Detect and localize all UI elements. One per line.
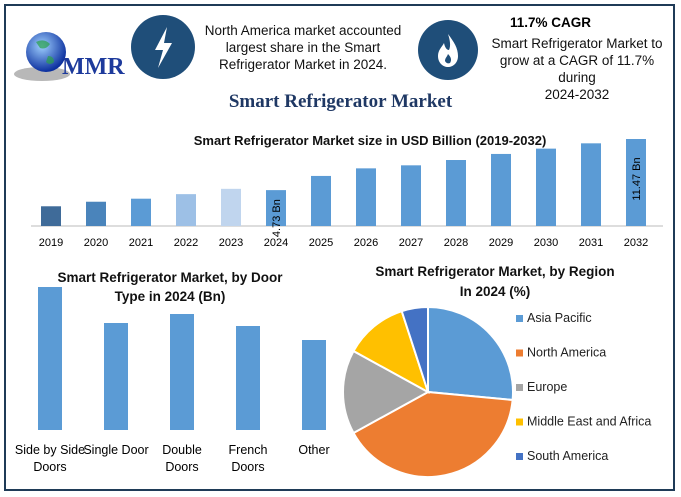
bar-2030: [536, 148, 556, 226]
page-title: Smart Refrigerator Market: [228, 91, 453, 112]
chart-title-market-size: Smart Refrigerator Market size in USD Bi…: [193, 133, 547, 148]
x-tick-label: 2024: [264, 237, 288, 249]
data-label: 11.47 Bn: [631, 157, 643, 200]
x-tick-label: Single Door: [83, 443, 148, 457]
title-line: In 2024 (%): [459, 284, 531, 299]
legend-label: Europe: [527, 380, 567, 394]
x-tick-label: 2023: [219, 237, 243, 249]
x-tick-label: 2026: [354, 237, 378, 249]
legend-swatch: [516, 384, 523, 391]
logo-text: MMR: [62, 54, 125, 80]
legend-label: Asia Pacific: [527, 311, 592, 325]
bar-2028: [446, 160, 466, 226]
bar-2027: [401, 165, 421, 226]
bar-2029: [491, 153, 511, 226]
x-tick-label: Doors: [33, 460, 66, 474]
x-tick-label: 2020: [84, 237, 108, 249]
bar-2031: [581, 143, 601, 226]
x-tick-label: 2021: [129, 237, 153, 249]
title-line: Type in 2024 (Bn): [114, 289, 226, 304]
legend-swatch: [516, 349, 523, 357]
x-tick-label: Other: [298, 443, 329, 457]
legend-swatch: [516, 453, 523, 460]
bar-2020: [86, 201, 106, 226]
x-tick-label: Doors: [231, 460, 264, 474]
bar-double-doors: [170, 314, 194, 430]
title-line: Smart Refrigerator Market, by Door: [57, 270, 283, 285]
door-type-chart: Side by Side Doors Single Door Double Doors F…: [15, 287, 330, 474]
x-tick-label: Double: [162, 443, 202, 457]
x-tick-label: 2027: [399, 237, 423, 249]
x-tick-label: 2022: [174, 237, 198, 249]
legend-swatch: [516, 418, 523, 426]
slice-asia-pacific: [427, 305, 514, 402]
x-tick-label: 2031: [579, 237, 603, 249]
flame-icon: [418, 20, 478, 80]
chart-title-region: Smart Refrigerator Market, by Region In …: [350, 262, 640, 302]
cagr-line: 2024-2032: [544, 87, 610, 102]
note-line: Refrigerator Market in 2024.: [218, 57, 388, 72]
x-tick-label: 2029: [489, 237, 513, 249]
bar-other: [302, 340, 326, 430]
slice-middle-east-and-africa: [352, 309, 430, 395]
bar-2021: [131, 198, 151, 226]
x-tick-label: Doors: [165, 460, 198, 474]
x-tick-label: Side by Side: [15, 443, 85, 457]
lightning-bolt-icon: [131, 15, 195, 79]
slice-south-america: [400, 305, 429, 393]
legend-label: North America: [527, 346, 606, 360]
x-tick-label: French: [229, 443, 268, 457]
bar-2026: [356, 168, 376, 226]
bar-2025: [311, 175, 331, 226]
legend-swatch: [516, 315, 523, 322]
north-america-note: North America market accounted largest s…: [198, 22, 408, 73]
bar-french-doors: [236, 326, 260, 430]
chart-title-door-type: Smart Refrigerator Market, by Door Type …: [20, 268, 320, 306]
cagr-note: Smart Refrigerator Market to grow at a C…: [484, 35, 670, 103]
globe-icon: [14, 32, 70, 81]
x-tick-label: 2030: [534, 237, 558, 249]
note-line: largest share in the Smart: [225, 40, 381, 55]
bar-2032: [626, 139, 646, 226]
legend-label: Middle East and Africa: [527, 415, 651, 429]
bar-2023: [221, 188, 241, 226]
bar-2022: [176, 194, 196, 226]
slice-europe: [342, 349, 431, 435]
note-line: North America market accounted: [204, 23, 402, 38]
bar-side-by-side-doors: [38, 287, 62, 430]
bar-2024: [266, 190, 286, 226]
cagr-line: grow at a CAGR of 11.7% during: [499, 53, 655, 85]
x-tick-label: 2032: [624, 237, 648, 249]
mmr-logo: MMR: [12, 28, 125, 88]
x-tick-label: 2028: [444, 237, 468, 249]
slice-north-america: [352, 390, 514, 478]
data-label: 4.73 Bn: [271, 199, 283, 237]
frame-border: [4, 4, 675, 491]
legend-label: South America: [527, 449, 608, 463]
title-line: Smart Refrigerator Market, by Region: [375, 264, 615, 279]
cagr-line: Smart Refrigerator Market to: [491, 36, 663, 51]
x-tick-label: 2019: [39, 237, 63, 249]
bar-2019: [41, 206, 61, 226]
cagr-title: 11.7% CAGR: [510, 15, 592, 30]
region-pie-chart: Asia Pacific North America Europe Middle Ea…: [342, 305, 651, 478]
x-tick-label: 2025: [309, 237, 333, 249]
bar-single-door: [104, 323, 128, 430]
